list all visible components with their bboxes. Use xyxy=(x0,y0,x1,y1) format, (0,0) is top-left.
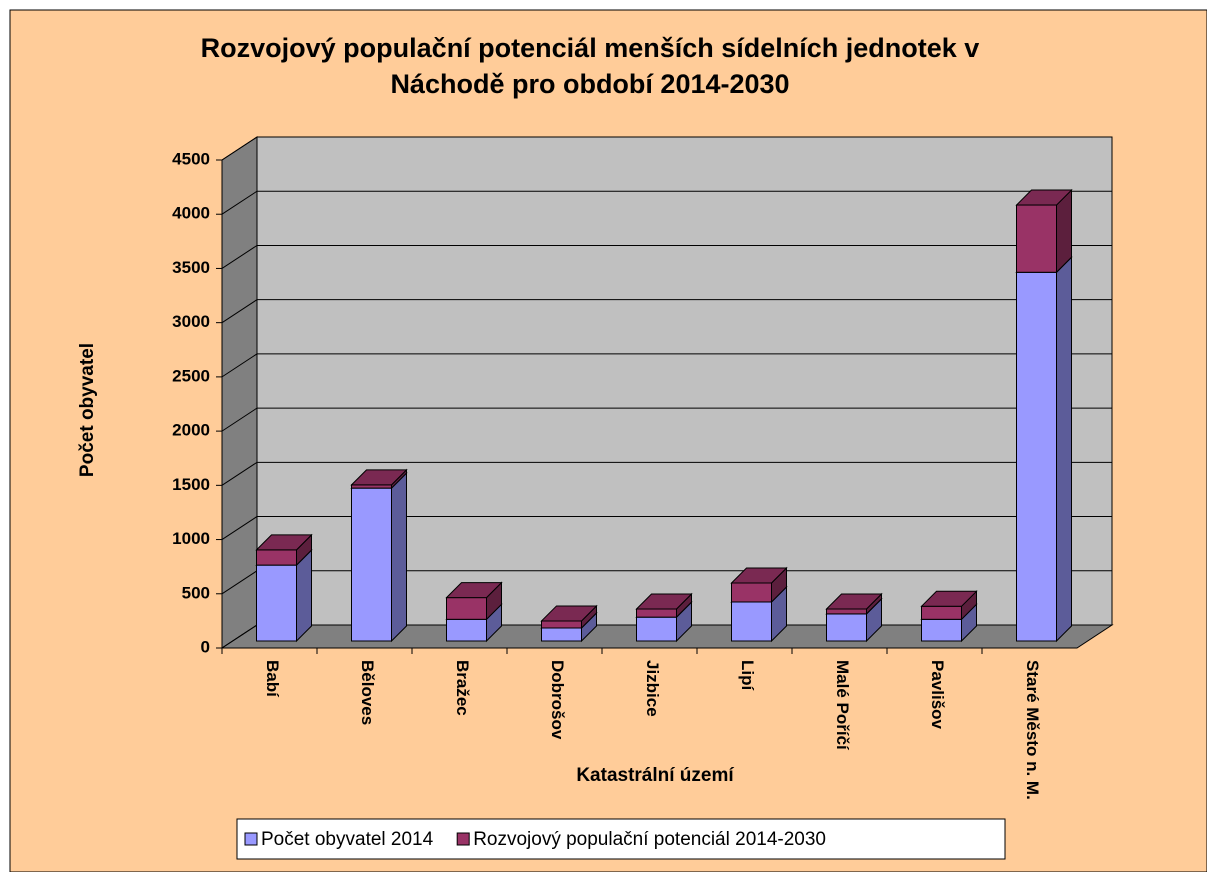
bar-segment xyxy=(1015,188,1073,274)
bar-top xyxy=(350,469,408,486)
bar-top xyxy=(825,593,883,610)
bar-top xyxy=(920,590,978,607)
x-tick-label: Dobrošov xyxy=(548,660,567,740)
legend-swatch xyxy=(244,832,258,846)
grid-line xyxy=(221,299,1112,324)
legend-label: Počet obyvatel 2014 xyxy=(261,829,434,850)
bar-front xyxy=(826,613,867,642)
bar-front xyxy=(1016,271,1057,642)
bar-front xyxy=(731,601,772,642)
side-wall xyxy=(221,136,258,649)
bar-front xyxy=(636,616,677,642)
bar-top xyxy=(255,534,313,551)
bar-front xyxy=(921,605,962,620)
y-tick-label: 4500 xyxy=(172,149,210,168)
bar-top xyxy=(540,605,598,622)
y-axis-title: Počet obyvatel xyxy=(77,343,98,477)
y-tick-label: 1500 xyxy=(172,475,210,494)
bar-front xyxy=(541,627,582,642)
grid-line xyxy=(221,407,1112,432)
bar-front xyxy=(446,618,487,642)
bar-segment xyxy=(1015,256,1073,643)
bar-segment xyxy=(825,592,883,616)
bar-front xyxy=(1016,204,1057,273)
bar-top xyxy=(1015,189,1073,206)
bar-front xyxy=(826,608,867,615)
grid-line xyxy=(221,516,1112,540)
bar-front xyxy=(256,564,297,642)
y-tick-label: 1000 xyxy=(172,529,210,548)
bar-front xyxy=(351,487,392,642)
x-tick-label: Běloves xyxy=(358,660,377,725)
x-tick-label: Staré Město n. M. xyxy=(1023,660,1042,800)
y-tick-label: 3500 xyxy=(172,258,210,277)
grid-line xyxy=(221,136,1112,161)
bar-front xyxy=(446,597,487,620)
x-tick-label: Bražec xyxy=(453,660,472,716)
bar-top xyxy=(635,593,693,610)
x-tick-label: Lipí xyxy=(738,660,757,691)
x-axis-title: Katastrální území xyxy=(576,765,734,786)
grid-line xyxy=(221,244,1112,269)
bar-segment xyxy=(350,471,408,643)
bar-front xyxy=(921,618,962,642)
bar-segment xyxy=(255,533,313,567)
bar-front xyxy=(731,582,772,603)
bar-segment xyxy=(635,592,693,619)
x-tick-label: Babí xyxy=(263,660,282,698)
y-tick-label: 2500 xyxy=(172,366,210,385)
bar-front xyxy=(541,620,582,629)
y-tick-label: 0 xyxy=(201,637,210,656)
bar-top xyxy=(730,567,788,584)
plot-area xyxy=(216,136,1114,654)
x-tick-label: Pavlišov xyxy=(928,660,947,730)
legend: Počet obyvatel 2014 Rozvojový populační p… xyxy=(236,818,1006,860)
bar-front xyxy=(636,608,677,618)
y-tick-label: 500 xyxy=(182,583,210,602)
x-tick-label: Malé Poříčí xyxy=(833,660,852,751)
bar-side xyxy=(391,471,407,643)
x-tick-label: Jizbice xyxy=(643,660,662,717)
grid-line xyxy=(221,190,1112,215)
grid-line xyxy=(221,353,1112,378)
legend-box xyxy=(236,818,1006,860)
legend-swatch xyxy=(456,832,470,846)
bar-segment xyxy=(920,590,978,621)
legend-label: Rozvojový populační potenciál 2014-2030 xyxy=(473,829,826,850)
bar-side xyxy=(1056,256,1072,643)
y-tick-label: 4000 xyxy=(172,204,210,223)
bar-segment xyxy=(445,581,503,621)
bar-segment xyxy=(730,566,788,604)
bar-segment xyxy=(540,604,598,630)
bar-top xyxy=(445,582,503,599)
chart-title: Rozvojový populační potenciál menších sí… xyxy=(200,33,980,99)
y-tick-label: 3000 xyxy=(172,312,210,331)
grid-line xyxy=(221,461,1112,486)
bar-side xyxy=(296,548,312,643)
bar-front xyxy=(256,549,297,566)
bar-segment xyxy=(350,468,408,490)
y-tick-label: 2000 xyxy=(172,421,210,440)
